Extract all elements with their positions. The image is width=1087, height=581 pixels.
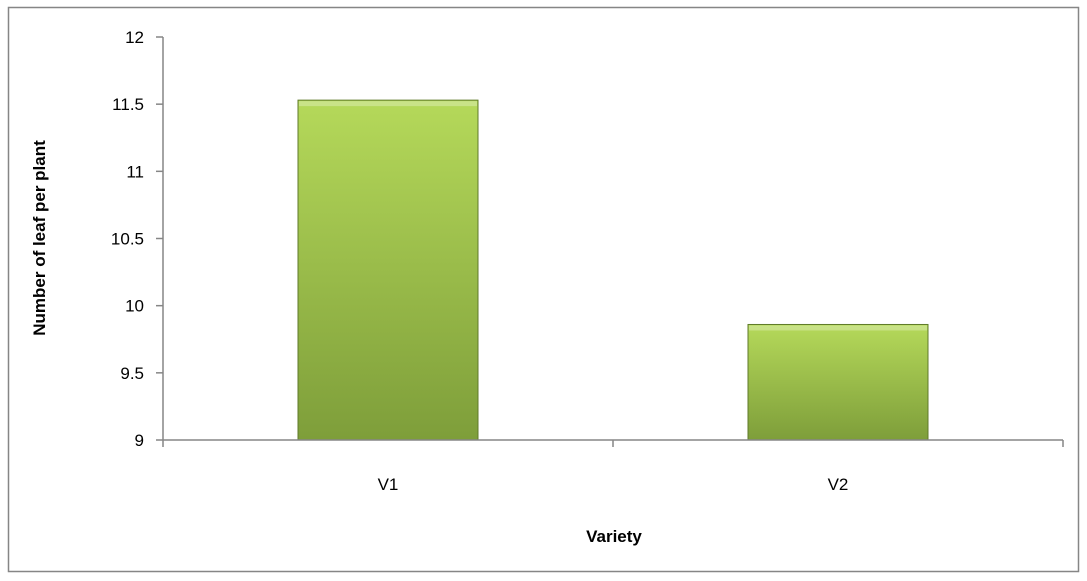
bar-highlight (749, 325, 927, 331)
y-tick-label: 11.5 (112, 95, 144, 114)
y-tick-label: 10 (125, 297, 144, 316)
y-tick-label: 10.5 (111, 230, 144, 249)
y-tick-label: 9.5 (120, 364, 144, 383)
bar-highlight (299, 101, 477, 107)
y-tick-label: 11 (126, 162, 144, 181)
bars-layer (297, 99, 929, 441)
x-tick-label: V2 (828, 475, 849, 494)
y-tick-label: 9 (135, 431, 144, 450)
bar-v1 (297, 99, 479, 441)
x-axis-title: Variety (586, 527, 642, 546)
y-tick-label: 12 (125, 28, 144, 47)
x-tick-label: V1 (378, 475, 399, 494)
bar-v2 (747, 323, 929, 441)
y-axis-title: Number of leaf per plant (30, 140, 49, 336)
ticks-layer: 9 9.5 10 10.5 11 11.5 12 V1 V2 (111, 28, 1064, 494)
chart-frame (7, 6, 1080, 573)
